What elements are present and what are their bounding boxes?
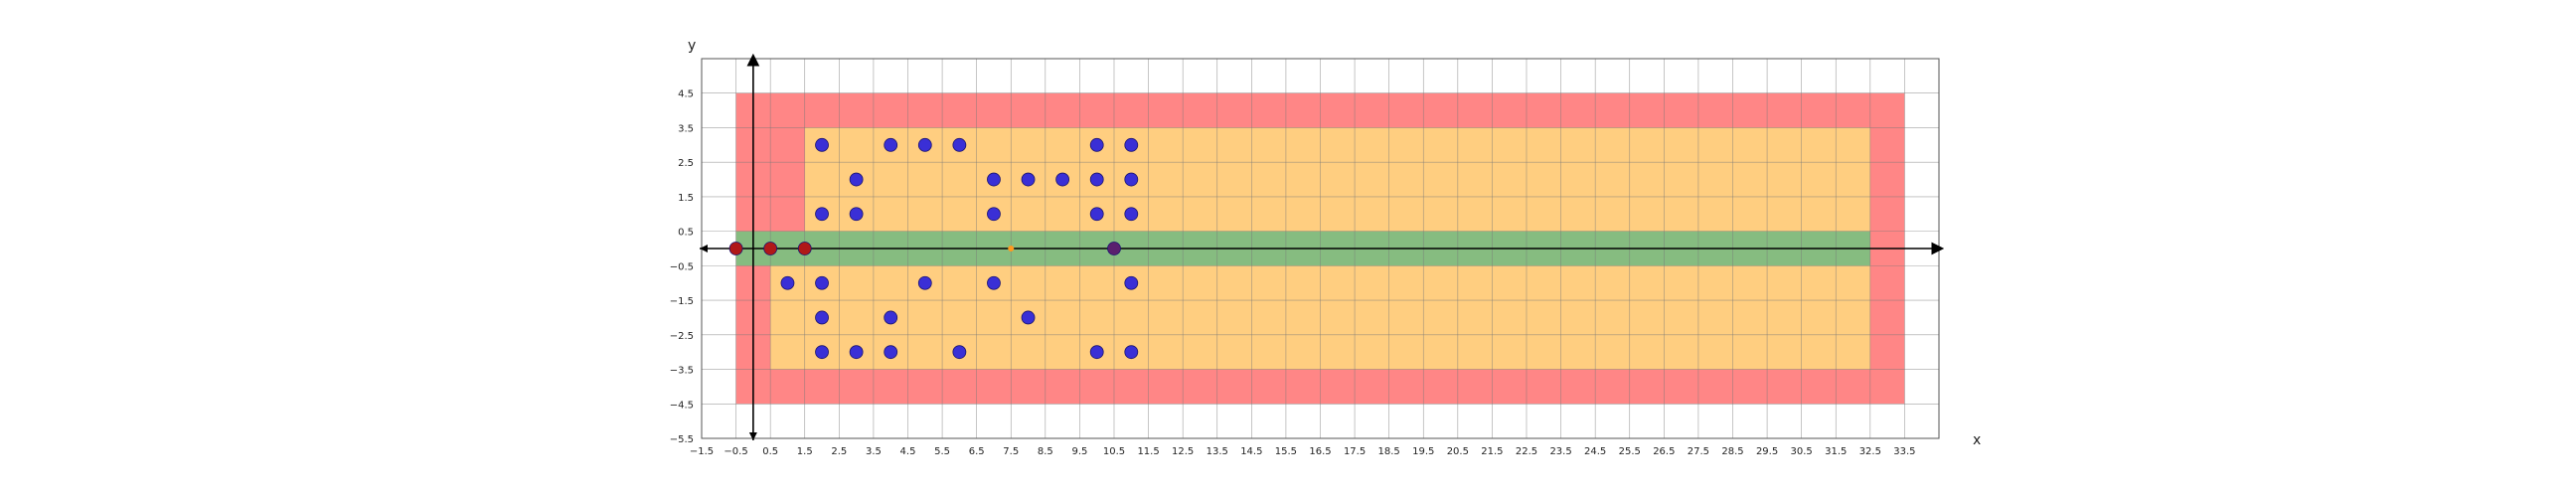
x-tick-label-21: 19.5 bbox=[1412, 446, 1434, 457]
x-tick-label-27: 25.5 bbox=[1619, 446, 1641, 457]
y-tick-label-4: 0.5 bbox=[678, 228, 694, 239]
x-tick-label-25: 23.5 bbox=[1549, 446, 1571, 457]
x-tick-label-1: −0.5 bbox=[724, 446, 747, 457]
y-tick-label-10: −5.5 bbox=[670, 434, 694, 445]
region-1 bbox=[804, 127, 1870, 232]
point-s0-25 bbox=[815, 345, 829, 360]
point-s0-8 bbox=[1021, 172, 1036, 187]
x-tick-label-18: 16.5 bbox=[1309, 446, 1331, 457]
y-tick-label-3: 1.5 bbox=[678, 193, 694, 204]
x-tick-label-14: 12.5 bbox=[1172, 446, 1194, 457]
point-s0-3 bbox=[952, 137, 967, 152]
x-axis-arrow-left bbox=[700, 245, 708, 252]
points-layer bbox=[728, 137, 1139, 360]
point-s0-15 bbox=[1089, 207, 1104, 222]
point-s0-6 bbox=[849, 172, 864, 187]
x-tick-label-17: 15.5 bbox=[1275, 446, 1297, 457]
y-axis-label: y bbox=[688, 38, 696, 54]
point-s0-4 bbox=[1089, 137, 1104, 152]
point-s0-16 bbox=[1124, 207, 1139, 222]
point-s0-12 bbox=[815, 207, 829, 222]
point-s0-27 bbox=[884, 345, 898, 360]
y-tick-label-0: 4.5 bbox=[678, 89, 694, 100]
x-tick-label-5: 3.5 bbox=[866, 446, 882, 457]
point-s0-13 bbox=[849, 207, 864, 222]
y-tick-label-7: −2.5 bbox=[670, 331, 694, 342]
x-tick-label-30: 28.5 bbox=[1721, 446, 1743, 457]
y-tick-label-1: 3.5 bbox=[678, 123, 694, 134]
x-tick-label-22: 20.5 bbox=[1447, 446, 1469, 457]
x-tick-label-31: 29.5 bbox=[1756, 446, 1778, 457]
point-s0-9 bbox=[1055, 172, 1070, 187]
ticklabels-layer: −1.5 −0.5 0.5 1.5 2.5 3.5 4.5 5.5 6.5 7.5 8.5 9.5 10… bbox=[670, 89, 1916, 457]
point-s2-0 bbox=[1107, 242, 1121, 255]
x-tick-label-6: 4.5 bbox=[900, 446, 916, 457]
x-tick-label-13: 11.5 bbox=[1137, 446, 1159, 457]
x-axis-label: x bbox=[1973, 432, 1981, 448]
x-tick-label-3: 1.5 bbox=[797, 446, 813, 457]
x-tick-label-8: 6.5 bbox=[969, 446, 985, 457]
x-tick-label-24: 22.5 bbox=[1516, 446, 1537, 457]
point-s1-2 bbox=[797, 242, 812, 255]
x-tick-label-10: 8.5 bbox=[1038, 446, 1053, 457]
point-s0-19 bbox=[917, 275, 932, 290]
y-tick-label-9: −4.5 bbox=[670, 400, 694, 411]
x-tick-label-15: 13.5 bbox=[1207, 446, 1228, 457]
x-tick-label-9: 7.5 bbox=[1003, 446, 1019, 457]
point-s0-11 bbox=[1124, 172, 1139, 187]
x-tick-label-23: 21.5 bbox=[1481, 446, 1503, 457]
point-s0-5 bbox=[1124, 137, 1139, 152]
point-s0-28 bbox=[952, 345, 967, 360]
x-tick-label-33: 31.5 bbox=[1825, 446, 1847, 457]
point-s0-24 bbox=[1021, 310, 1036, 325]
point-s0-10 bbox=[1089, 172, 1104, 187]
x-tick-label-28: 26.5 bbox=[1653, 446, 1675, 457]
y-tick-label-2: 2.5 bbox=[678, 158, 694, 169]
x-tick-label-12: 10.5 bbox=[1103, 446, 1125, 457]
x-tick-label-2: 0.5 bbox=[762, 446, 778, 457]
x-tick-label-34: 32.5 bbox=[1859, 446, 1881, 457]
point-s0-7 bbox=[987, 172, 1001, 187]
y-axis-arrow-down bbox=[748, 432, 757, 440]
point-s0-18 bbox=[815, 275, 829, 290]
point-s0-30 bbox=[1124, 345, 1139, 360]
x-tick-label-35: 33.5 bbox=[1893, 446, 1915, 457]
x-tick-label-11: 9.5 bbox=[1071, 446, 1087, 457]
y-tick-label-5: −0.5 bbox=[670, 261, 694, 272]
x-tick-label-29: 27.5 bbox=[1688, 446, 1709, 457]
x-tick-label-19: 17.5 bbox=[1344, 446, 1366, 457]
point-s0-29 bbox=[1089, 345, 1104, 360]
point-s1-1 bbox=[763, 242, 778, 255]
x-tick-label-4: 2.5 bbox=[831, 446, 847, 457]
y-tick-label-8: −3.5 bbox=[670, 366, 694, 377]
y-tick-label-6: −1.5 bbox=[670, 296, 694, 307]
x-tick-label-32: 30.5 bbox=[1791, 446, 1813, 457]
x-tick-label-20: 18.5 bbox=[1378, 446, 1400, 457]
point-s1-0 bbox=[728, 242, 743, 255]
point-s3-0 bbox=[1008, 246, 1015, 251]
point-s0-0 bbox=[815, 137, 829, 152]
x-tick-label-7: 5.5 bbox=[934, 446, 950, 457]
point-s0-26 bbox=[849, 345, 864, 360]
x-tick-label-16: 14.5 bbox=[1240, 446, 1262, 457]
point-s0-1 bbox=[884, 137, 898, 152]
point-s0-23 bbox=[884, 310, 898, 325]
x-tick-label-0: −1.5 bbox=[690, 446, 714, 457]
axes-layer bbox=[700, 53, 1945, 440]
point-s0-14 bbox=[987, 207, 1001, 222]
point-s0-20 bbox=[987, 275, 1001, 290]
point-s0-22 bbox=[815, 310, 829, 325]
point-s0-21 bbox=[1124, 275, 1139, 290]
point-s0-17 bbox=[780, 275, 795, 290]
x-tick-label-26: 24.5 bbox=[1584, 446, 1606, 457]
point-s0-2 bbox=[917, 137, 932, 152]
